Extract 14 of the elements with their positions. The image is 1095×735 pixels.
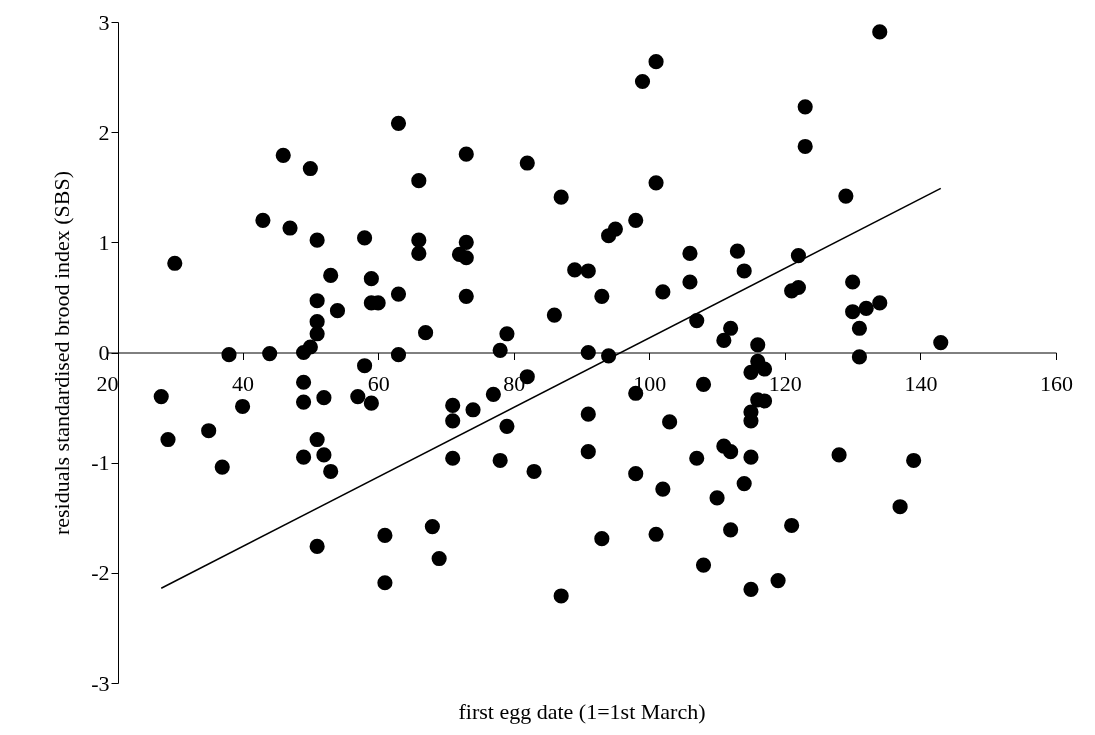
y-tick-label: 1 bbox=[98, 229, 110, 255]
x-tick-label: 60 bbox=[367, 371, 390, 396]
x-tick-label: 40 bbox=[232, 371, 255, 396]
y-tick-label: -1 bbox=[91, 450, 110, 476]
x-tick-label: 140 bbox=[904, 371, 938, 396]
y-axis-title: residuals standardised brood index (SBS) bbox=[49, 170, 75, 536]
y-tick-label: -2 bbox=[91, 560, 110, 586]
x-tick-label: 20 bbox=[96, 371, 119, 396]
x-tick-label: 120 bbox=[768, 371, 802, 396]
y-tick-label: 2 bbox=[98, 119, 110, 145]
x-tick-label: 160 bbox=[1040, 371, 1073, 396]
y-tick-label: 3 bbox=[98, 9, 110, 35]
y-tick-label: -3 bbox=[91, 670, 110, 696]
x-axis-title: first egg date (1=1st March) bbox=[458, 698, 706, 724]
